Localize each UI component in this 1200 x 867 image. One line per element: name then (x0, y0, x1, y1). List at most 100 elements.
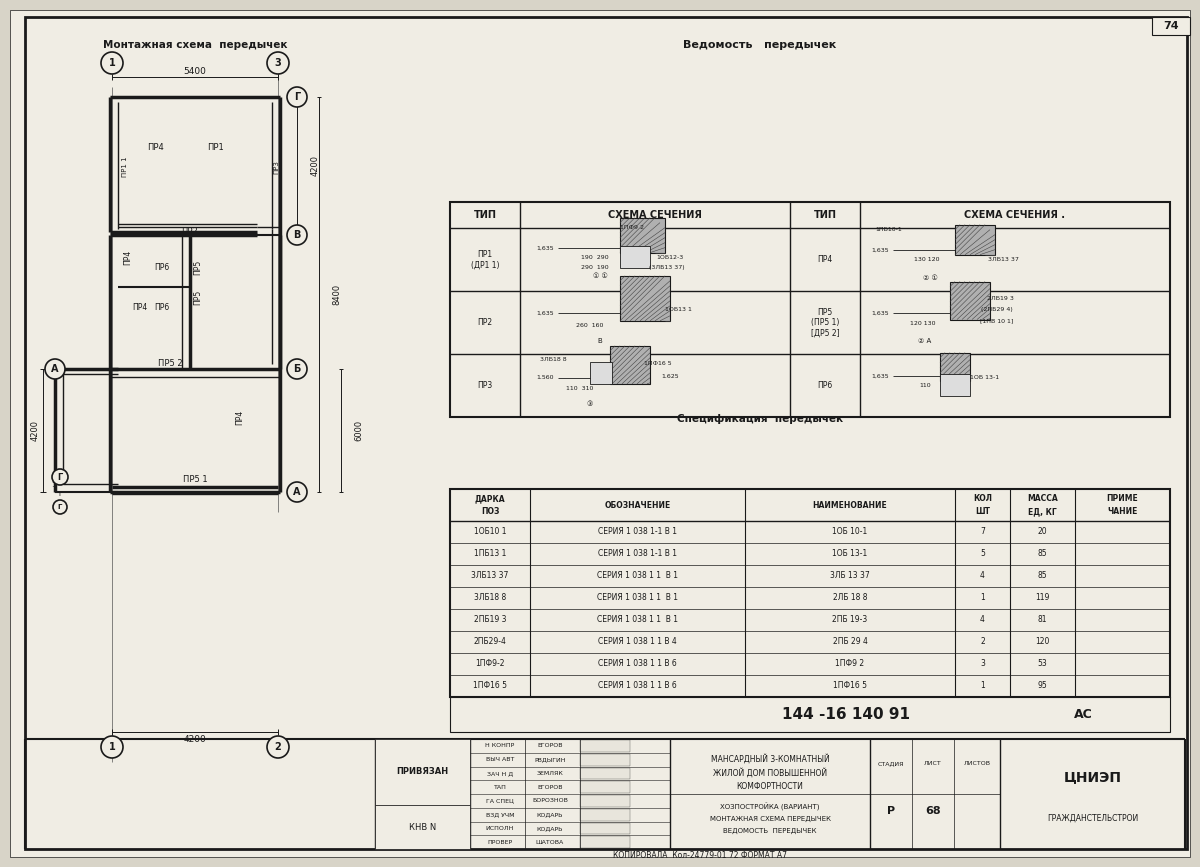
Text: ВЕДОМОСТЬ  ПЕРЕДЫЧЕК: ВЕДОМОСТЬ ПЕРЕДЫЧЕК (724, 828, 817, 834)
Bar (940, 375, 970, 396)
Text: БОРОЗНОВ: БОРОЗНОВ (532, 799, 568, 804)
Text: МАССА: МАССА (1027, 494, 1058, 503)
Text: ПР4: ПР4 (132, 303, 148, 311)
Text: ИСПОЛН: ИСПОЛН (486, 826, 514, 831)
Text: Г: Г (294, 92, 300, 102)
Text: АС: АС (1074, 708, 1093, 721)
Text: 1.625: 1.625 (661, 374, 679, 379)
Text: ПОЗ: ПОЗ (481, 507, 499, 516)
Text: 260  160: 260 160 (576, 323, 604, 329)
Text: Н КОНПР: Н КОНПР (485, 743, 515, 748)
Text: 4200: 4200 (30, 420, 40, 441)
Text: А: А (52, 364, 59, 374)
Bar (374, 739, 470, 805)
Circle shape (53, 500, 67, 514)
Text: СЕРИЯ 1 038 1 1 В 4: СЕРИЯ 1 038 1 1 В 4 (598, 637, 677, 647)
Text: (3ЛБ13 37): (3ЛБ13 37) (649, 264, 685, 270)
Text: 68: 68 (925, 805, 941, 816)
Circle shape (266, 52, 289, 74)
Text: 1ПФ9 2: 1ПФ9 2 (835, 660, 864, 668)
Bar (955, 225, 995, 255)
Text: 1,635: 1,635 (871, 310, 889, 316)
Text: Г: Г (58, 504, 62, 510)
Text: 119: 119 (1036, 594, 1050, 603)
Text: ПР2: ПР2 (478, 318, 492, 327)
Bar (580, 740, 630, 752)
Text: СЕРИЯ 1 038 1 1  В 1: СЕРИЯ 1 038 1 1 В 1 (598, 594, 678, 603)
Text: Монтажная схема  передычек: Монтажная схема передычек (103, 40, 287, 50)
Bar (450, 489, 1170, 697)
Bar (610, 346, 650, 384)
Text: ПР6: ПР6 (155, 263, 169, 271)
Bar (1152, 17, 1190, 35)
Bar (580, 767, 630, 779)
Text: КОЛ: КОЛ (973, 494, 992, 503)
Bar (620, 218, 665, 252)
Text: 3ЛБ13 37: 3ЛБ13 37 (988, 257, 1019, 262)
Circle shape (52, 469, 68, 485)
Bar (620, 246, 650, 269)
Text: 1ОБ 13-1: 1ОБ 13-1 (833, 550, 868, 558)
Text: 5: 5 (980, 550, 985, 558)
Text: ПР5 2: ПР5 2 (157, 358, 182, 368)
Text: 1ПБ13 1: 1ПБ13 1 (474, 550, 506, 558)
Text: ПР1: ПР1 (206, 142, 223, 152)
Text: ГА СПЕЦ: ГА СПЕЦ (486, 799, 514, 804)
Text: 85: 85 (1038, 571, 1048, 581)
Text: 1,635: 1,635 (871, 248, 889, 253)
Text: ПР5: ПР5 (193, 290, 203, 304)
Text: ПР4: ПР4 (146, 142, 163, 152)
Text: 190  290: 190 290 (581, 255, 608, 259)
Text: СХЕМА СЕЧЕНИЯ .: СХЕМА СЕЧЕНИЯ . (965, 210, 1066, 220)
Text: 4200: 4200 (311, 155, 319, 177)
Text: В: В (598, 338, 602, 344)
Text: КОДАРЬ: КОДАРЬ (536, 826, 563, 831)
Text: 1: 1 (980, 681, 985, 690)
Text: 2ПБ19 3: 2ПБ19 3 (474, 616, 506, 624)
Text: МАНСАРДНЫЙ 3-КОМНАТНЫЙ: МАНСАРДНЫЙ 3-КОМНАТНЫЙ (710, 754, 829, 764)
Text: 1ПФ16 5: 1ПФ16 5 (833, 681, 866, 690)
Text: ПР6: ПР6 (155, 303, 169, 311)
Text: СЕРИЯ 1 038 1 1  В 1: СЕРИЯ 1 038 1 1 В 1 (598, 616, 678, 624)
Bar (374, 805, 470, 849)
Text: СЕРИЯ 1 038 1 1 В 6: СЕРИЯ 1 038 1 1 В 6 (598, 660, 677, 668)
Text: ХОЗПОСТРОЙКА (ВАРИАНТ): ХОЗПОСТРОЙКА (ВАРИАНТ) (720, 803, 820, 812)
Text: ПРИМЕ: ПРИМЕ (1106, 494, 1139, 503)
Text: СЕРИЯ 1 038 1 1 В 6: СЕРИЯ 1 038 1 1 В 6 (598, 681, 677, 690)
Text: 3: 3 (980, 660, 985, 668)
Text: 3ЛБ18 8: 3ЛБ18 8 (540, 357, 566, 362)
Text: ВЗД УЧМ: ВЗД УЧМ (486, 812, 515, 817)
Text: 1: 1 (109, 742, 115, 752)
Text: ШАТОВА: ШАТОВА (536, 839, 564, 844)
Text: 1: 1 (980, 594, 985, 603)
Text: 1ПФ16 5: 1ПФ16 5 (644, 362, 672, 366)
Text: ПР2: ПР2 (181, 226, 198, 236)
Text: ЗАЧ Н Д: ЗАЧ Н Д (487, 771, 514, 776)
Text: ПР3: ПР3 (274, 160, 278, 174)
Text: 144 -16 140 91: 144 -16 140 91 (782, 707, 910, 722)
Text: 1ПФ9-2: 1ПФ9-2 (475, 660, 505, 668)
Text: ТАП: ТАП (493, 785, 506, 790)
Text: ЦНИЭП: ЦНИЭП (1063, 771, 1122, 785)
Bar (580, 795, 630, 807)
Text: 2ЛБ 18 8: 2ЛБ 18 8 (833, 594, 868, 603)
Text: КОДАРЬ: КОДАРЬ (536, 812, 563, 817)
Text: Р: Р (887, 805, 895, 816)
Text: СЕРИЯ 1 038 1-1 В 1: СЕРИЯ 1 038 1-1 В 1 (598, 527, 677, 537)
Bar (580, 753, 630, 766)
Text: ② ①: ② ① (923, 275, 937, 281)
Text: 1,635: 1,635 (536, 310, 554, 316)
Circle shape (101, 52, 124, 74)
Text: 120: 120 (1036, 637, 1050, 647)
Bar (450, 697, 1170, 732)
Text: 120 130: 120 130 (911, 322, 936, 327)
Text: 110  310: 110 310 (566, 387, 594, 391)
Circle shape (101, 736, 124, 758)
Text: ШТ: ШТ (974, 507, 990, 516)
Text: 290  190: 290 190 (581, 264, 608, 270)
Text: КОПИРОВАЛА  Кол-24779-01 72 ФОРМАТ А7: КОПИРОВАЛА Кол-24779-01 72 ФОРМАТ А7 (613, 851, 787, 859)
Text: 6000: 6000 (354, 420, 364, 441)
Text: ВЫЧ АВТ: ВЫЧ АВТ (486, 757, 514, 762)
Text: 8400: 8400 (332, 284, 342, 305)
Text: 2ПБ 19-3: 2ПБ 19-3 (833, 616, 868, 624)
